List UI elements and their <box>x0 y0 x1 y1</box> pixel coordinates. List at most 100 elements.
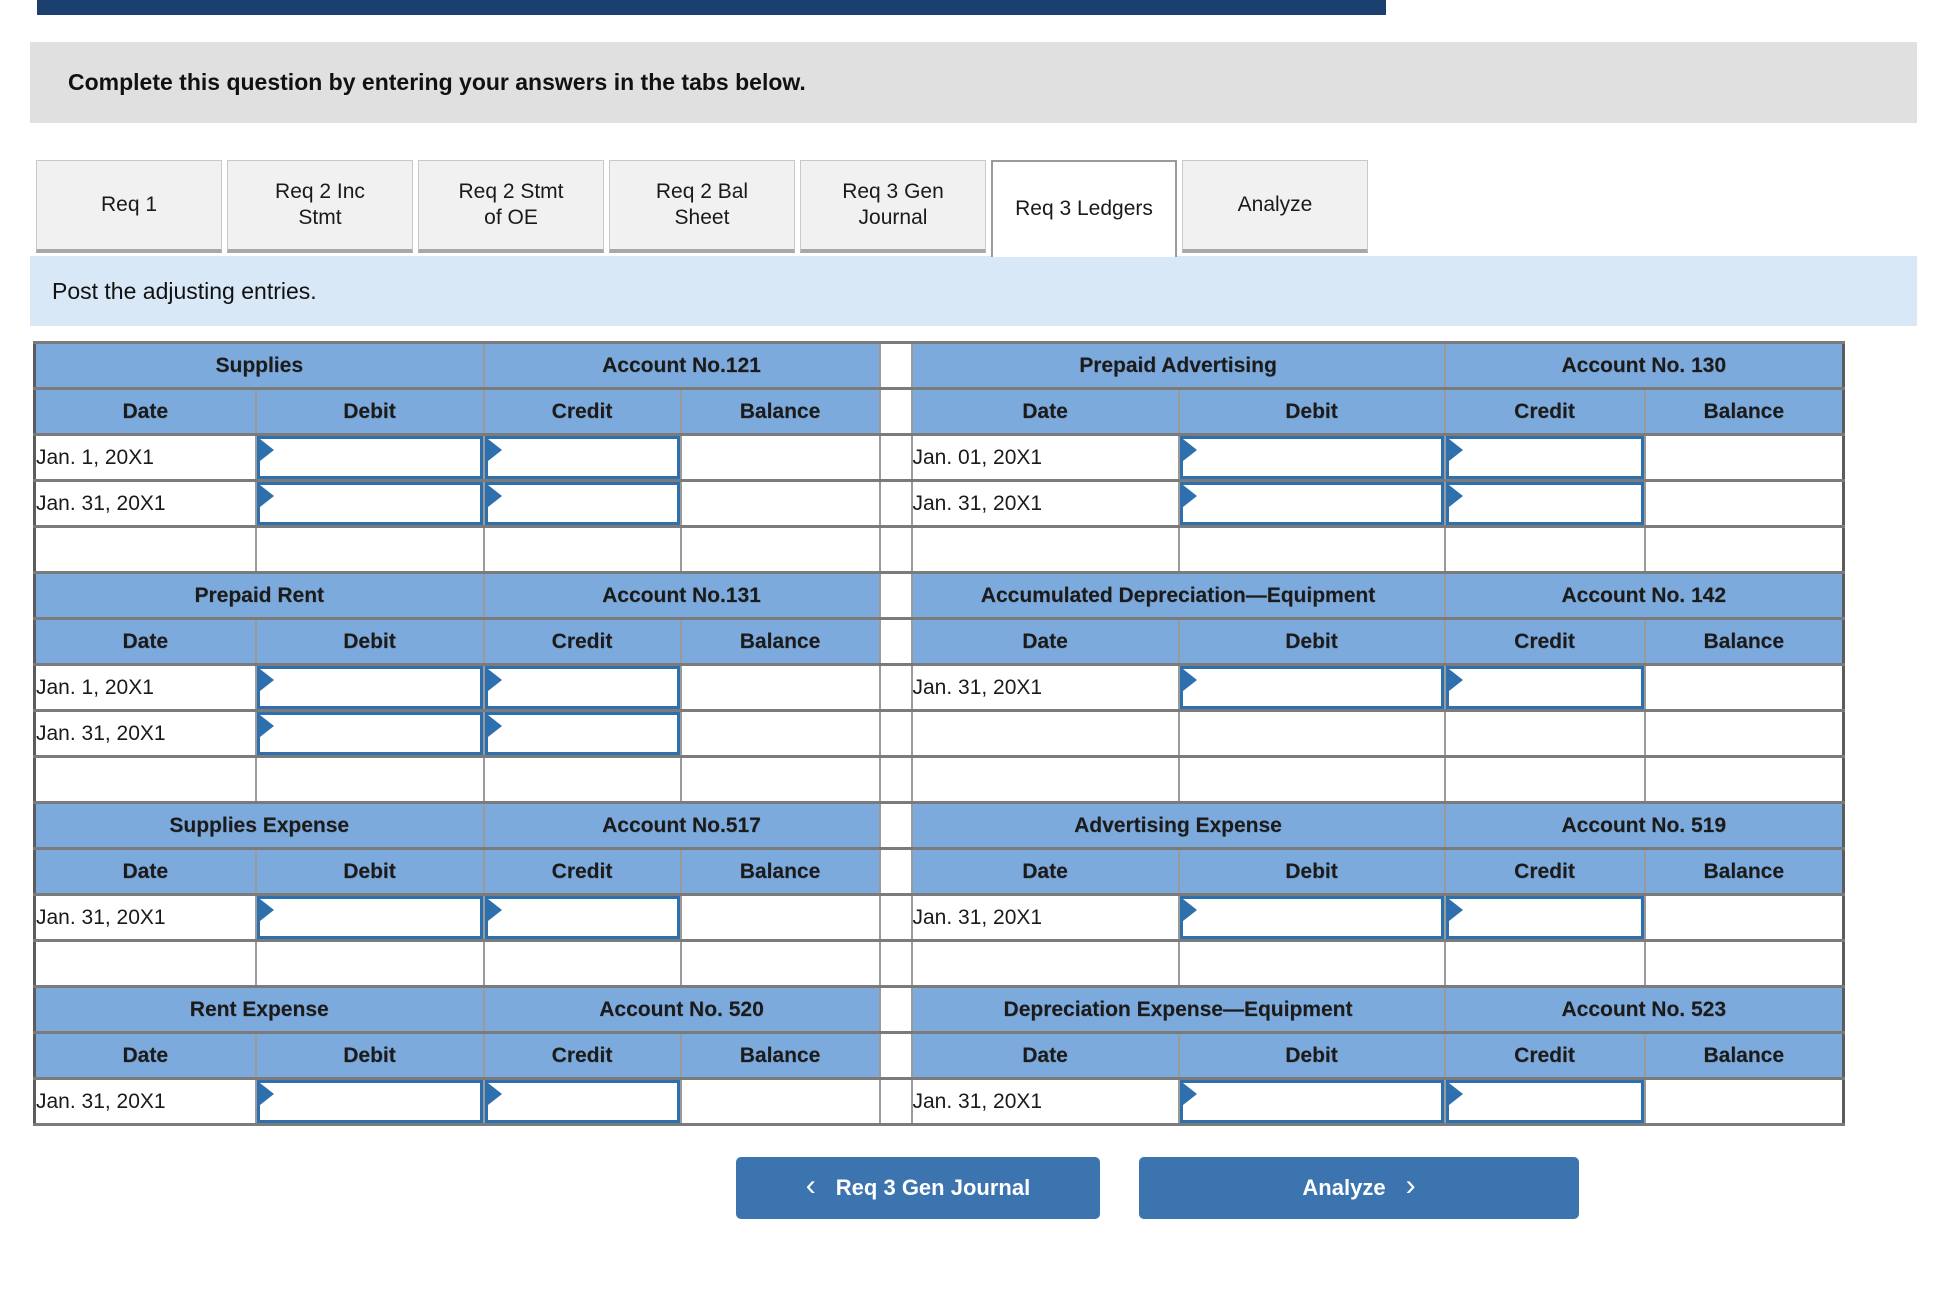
credit-input[interactable] <box>1443 479 1646 528</box>
empty-cell <box>679 755 881 804</box>
empty-cell <box>910 525 1180 574</box>
debit-input[interactable] <box>1177 663 1446 712</box>
credit-input[interactable] <box>482 479 682 528</box>
table-row: Jan. 31, 20X1 Jan. 31, 20X1 <box>33 479 1845 528</box>
empty-cell <box>33 755 257 804</box>
cell-marker-icon <box>1182 439 1197 461</box>
table-gap <box>878 1031 913 1080</box>
empty-cell <box>1177 525 1446 574</box>
debit-input[interactable] <box>254 663 485 712</box>
table-gap <box>878 709 913 758</box>
table-gap <box>878 755 913 804</box>
table-title-prepaid-advertising: Prepaid Advertising <box>910 341 1446 390</box>
debit-input[interactable] <box>254 709 485 758</box>
balance-cell <box>1643 663 1845 712</box>
cell-marker-icon <box>487 485 502 507</box>
empty-cell <box>1643 755 1845 804</box>
credit-input[interactable] <box>482 709 682 758</box>
table-row: Jan. 1, 20X1 Jan. 01, 20X1 <box>33 433 1845 482</box>
debit-input[interactable] <box>254 893 485 942</box>
tab-req-2-inc-stmt[interactable]: Req 2 Inc Stmt <box>227 160 413 253</box>
top-accent-bar <box>37 0 1386 15</box>
credit-input[interactable] <box>482 1077 682 1126</box>
cell-marker-icon <box>1448 439 1463 461</box>
col-header-debit: Debit <box>254 617 485 666</box>
cell-marker-icon <box>487 715 502 737</box>
tab-req-1[interactable]: Req 1 <box>36 160 222 253</box>
cell-marker-icon <box>487 669 502 691</box>
credit-input[interactable] <box>482 433 682 482</box>
debit-input[interactable] <box>254 433 485 482</box>
debit-input[interactable] <box>1177 433 1446 482</box>
ledger-grid: Supplies Account No.121 Prepaid Advertis… <box>33 341 1845 1126</box>
col-header-debit: Debit <box>1177 617 1446 666</box>
debit-input[interactable] <box>254 1077 485 1126</box>
prev-tab-button[interactable]: ‹ Req 3 Gen Journal <box>736 1157 1100 1219</box>
table-account-131: Account No.131 <box>482 571 881 620</box>
tab-req-2-stmt-of-oe[interactable]: Req 2 Stmt of OE <box>418 160 604 253</box>
col-header-balance: Balance <box>1643 1031 1845 1080</box>
table-gap <box>878 847 913 896</box>
empty-cell <box>33 939 257 988</box>
table-row: Supplies Account No.121 Prepaid Advertis… <box>33 341 1845 390</box>
col-header-credit: Credit <box>482 387 682 436</box>
col-header-debit: Debit <box>254 847 485 896</box>
credit-input[interactable] <box>1443 893 1646 942</box>
tab-req-3-ledgers[interactable]: Req 3 Ledgers <box>991 160 1177 257</box>
balance-cell <box>679 663 881 712</box>
tab-req-2-bal-sheet[interactable]: Req 2 Bal Sheet <box>609 160 795 253</box>
col-header-date: Date <box>33 1031 257 1080</box>
tab-req-3-gen-journal[interactable]: Req 3 Gen Journal <box>800 160 986 253</box>
empty-cell <box>254 755 485 804</box>
empty-cell <box>1177 939 1446 988</box>
col-header-debit: Debit <box>254 1031 485 1080</box>
cell-marker-icon <box>1448 899 1463 921</box>
col-header-date: Date <box>910 847 1180 896</box>
table-row: Date Debit Credit Balance Date Debit Cre… <box>33 387 1845 436</box>
table-gap <box>878 893 913 942</box>
table-gap <box>878 1077 913 1126</box>
table-title-rent-expense: Rent Expense <box>33 985 485 1034</box>
debit-input[interactable] <box>254 479 485 528</box>
empty-cell <box>679 525 881 574</box>
table-title-supplies: Supplies <box>33 341 485 390</box>
credit-input[interactable] <box>1443 1077 1646 1126</box>
debit-input[interactable] <box>1177 1077 1446 1126</box>
tab-analyze[interactable]: Analyze <box>1182 160 1368 253</box>
balance-cell <box>1643 479 1845 528</box>
empty-cell <box>1643 939 1845 988</box>
table-gap <box>878 433 913 482</box>
date-cell: Jan. 1, 20X1 <box>33 433 257 482</box>
table-row: Date Debit Credit Balance Date Debit Cre… <box>33 617 1845 666</box>
table-gap <box>878 525 913 574</box>
date-cell: Jan. 31, 20X1 <box>33 893 257 942</box>
credit-input[interactable] <box>1443 433 1646 482</box>
question-instruction-text: Complete this question by entering your … <box>68 69 806 95</box>
col-header-balance: Balance <box>1643 847 1845 896</box>
col-header-credit: Credit <box>1443 1031 1646 1080</box>
cell-marker-icon <box>487 1083 502 1105</box>
empty-cell <box>1443 939 1646 988</box>
cell-marker-icon <box>259 485 274 507</box>
balance-cell <box>679 709 881 758</box>
next-tab-button[interactable]: Analyze › <box>1139 1157 1579 1219</box>
debit-input[interactable] <box>1177 893 1446 942</box>
empty-cell <box>1177 709 1446 758</box>
table-title-accum-depreciation: Accumulated Depreciation—Equipment <box>910 571 1446 620</box>
debit-input[interactable] <box>1177 479 1446 528</box>
credit-input[interactable] <box>482 663 682 712</box>
table-account-130: Account No. 130 <box>1443 341 1845 390</box>
col-header-date: Date <box>33 847 257 896</box>
table-gap <box>878 663 913 712</box>
credit-input[interactable] <box>482 893 682 942</box>
credit-input[interactable] <box>1443 663 1646 712</box>
table-row <box>33 525 1845 574</box>
chevron-left-icon: ‹ <box>805 1169 816 1202</box>
empty-cell <box>1443 709 1646 758</box>
col-header-balance: Balance <box>679 387 881 436</box>
col-header-debit: Debit <box>1177 847 1446 896</box>
empty-cell <box>482 939 682 988</box>
cell-marker-icon <box>1182 1083 1197 1105</box>
empty-cell <box>33 525 257 574</box>
